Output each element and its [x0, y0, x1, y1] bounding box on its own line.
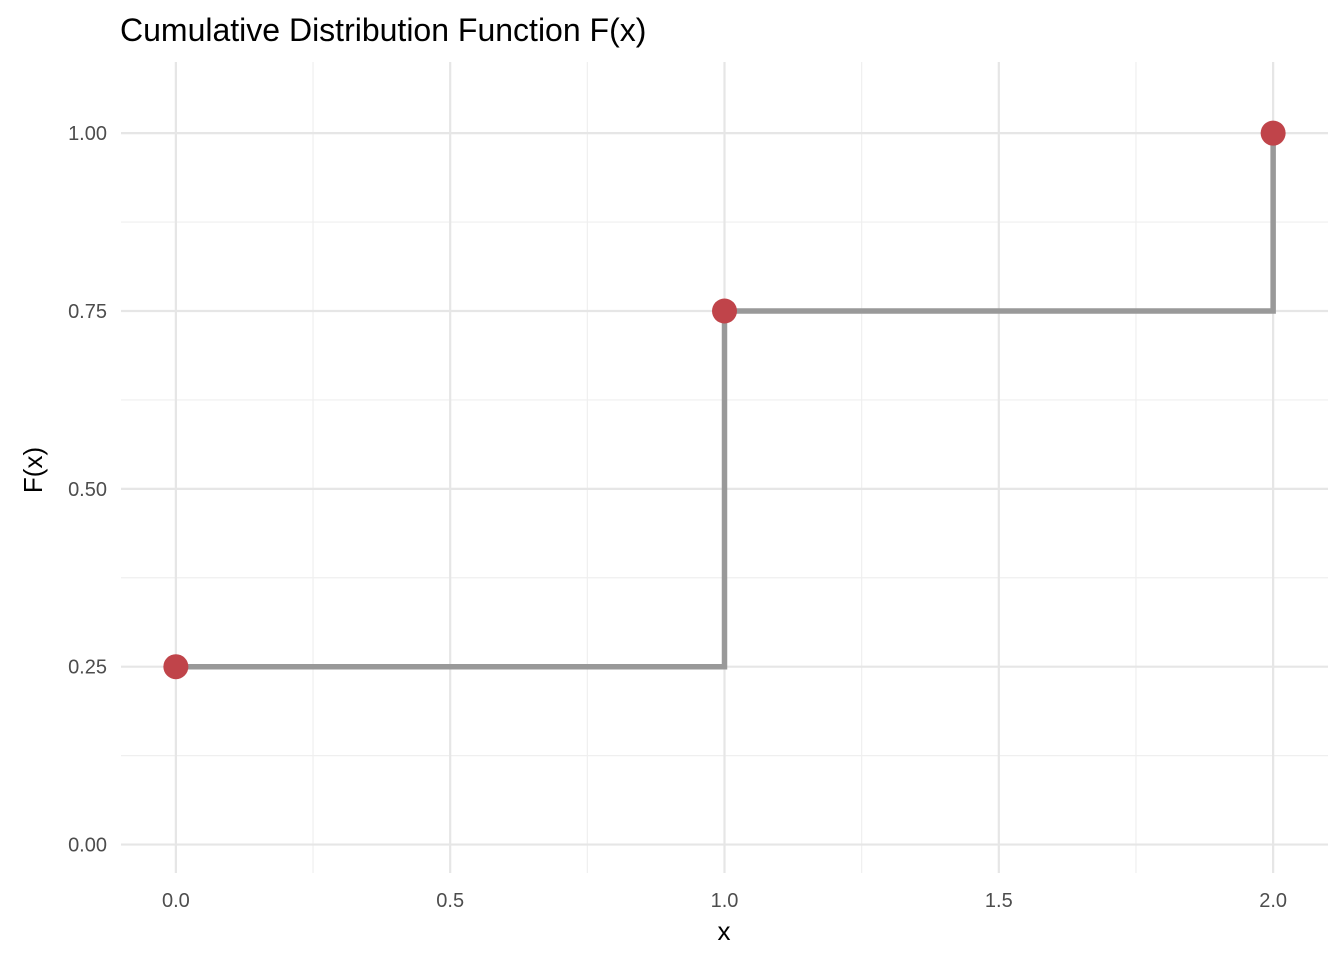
y-tick-label: 0.50: [68, 479, 107, 501]
y-axis-label: F(x): [18, 447, 48, 493]
x-tick-label: 0.5: [436, 890, 464, 912]
y-tick-label: 0.00: [68, 835, 107, 857]
y-tick-label: 0.75: [68, 301, 107, 323]
points-layer: [163, 120, 1286, 680]
chart-title: Cumulative Distribution Function F(x): [120, 12, 646, 48]
x-tick-label: 1.5: [985, 890, 1013, 912]
data-point: [163, 654, 189, 680]
x-tick-label: 0.0: [162, 890, 190, 912]
data-point: [712, 298, 737, 324]
x-axis-label: x: [718, 916, 731, 946]
x-tick-label: 2.0: [1259, 890, 1287, 912]
x-tick-labels: 0.0 0.5 1.0 1.5 2.0: [162, 890, 1287, 912]
y-tick-label: 0.25: [68, 657, 107, 679]
y-tick-labels: 0.00 0.25 0.50 0.75 1.00: [68, 123, 107, 856]
data-point: [1260, 120, 1286, 146]
y-tick-label: 1.00: [68, 123, 107, 145]
x-tick-label: 1.0: [711, 890, 739, 912]
